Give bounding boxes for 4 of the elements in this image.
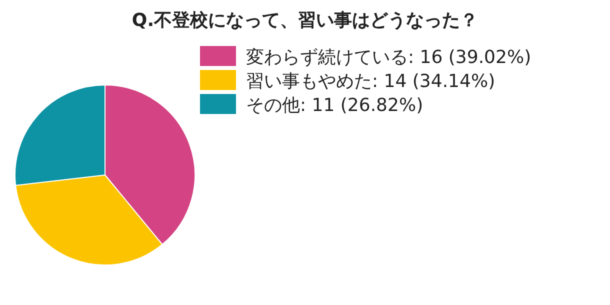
chart-title: Q.不登校になって、習い事はどうなった？ <box>132 10 478 31</box>
legend-label: 習い事もやめた: 14 (34.14%) <box>246 71 496 92</box>
legend-label: 変わらず続けている: 16 (39.02%) <box>246 47 532 68</box>
legend-label: その他: 11 (26.82%) <box>246 95 424 116</box>
